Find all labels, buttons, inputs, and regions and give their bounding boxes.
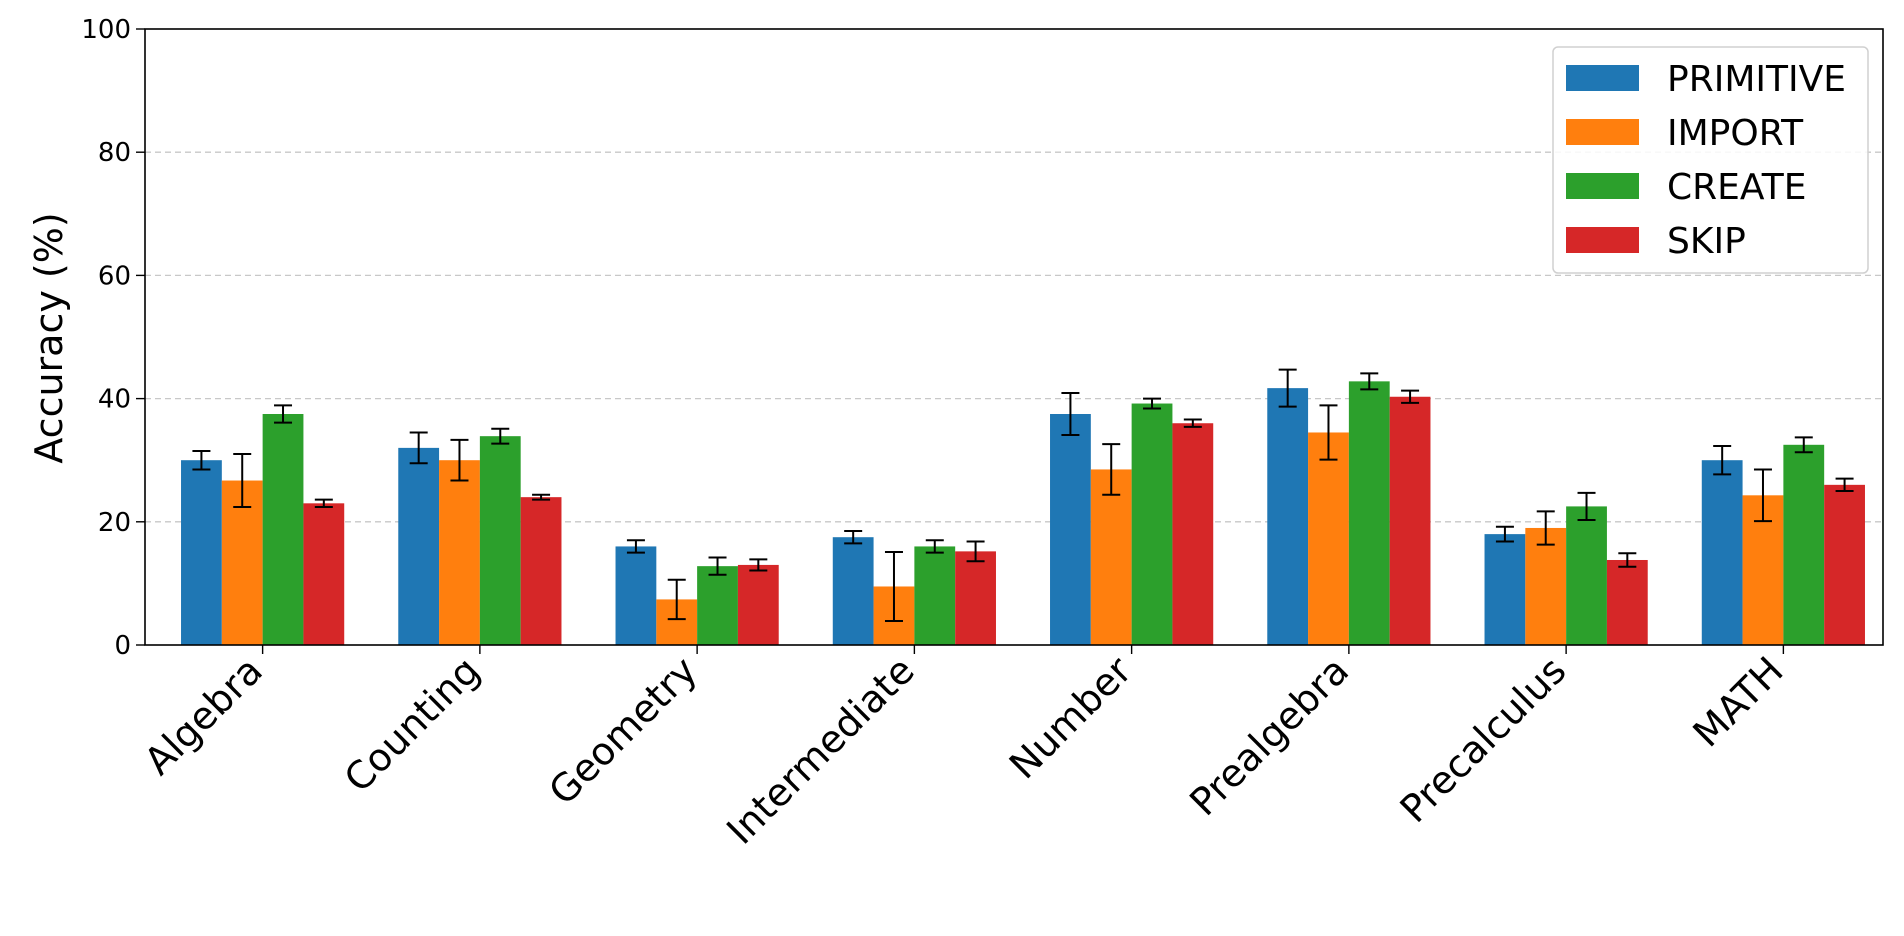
legend-swatch-import — [1566, 119, 1639, 145]
bar-skip — [737, 564, 779, 645]
legend-swatch-primitive — [1566, 65, 1639, 91]
legend-swatch-skip — [1566, 227, 1639, 253]
y-tick-label: 60 — [98, 261, 131, 291]
bar-create — [1131, 403, 1173, 645]
y-tick-label: 0 — [114, 631, 131, 661]
y-tick-label: 20 — [98, 508, 131, 538]
bar-create — [1348, 381, 1390, 645]
x-tick-label: Algebra — [136, 648, 271, 783]
bar-skip — [955, 551, 996, 645]
y-tick-label: 80 — [98, 138, 131, 168]
y-axis: 0 20 40 60 80 100 — [81, 15, 145, 661]
y-tick-label: 100 — [81, 15, 131, 45]
error-bars — [192, 368, 1854, 622]
bar-skip — [1824, 484, 1865, 645]
bar-skip — [303, 503, 345, 645]
bar-series — [181, 381, 1865, 645]
bar-create — [914, 546, 956, 645]
legend-box — [1552, 46, 1869, 274]
bar-primitive — [181, 460, 222, 645]
bar-import — [1308, 432, 1349, 645]
legend-label: CREATE — [1667, 167, 1806, 208]
x-tick-label: Counting — [336, 648, 488, 800]
x-tick-label: Prealgebra — [1181, 648, 1357, 824]
bar-skip — [520, 497, 562, 645]
x-tick-label: Number — [1001, 648, 1140, 787]
bar-primitive — [1050, 414, 1091, 645]
bar-primitive — [615, 546, 657, 645]
legend-label: IMPORT — [1667, 113, 1804, 154]
x-tick-label: Geometry — [540, 648, 705, 813]
bar-primitive — [832, 537, 874, 645]
bar-import — [439, 460, 480, 645]
bar-primitive — [398, 447, 440, 645]
y-axis-label: Accuracy (%) — [27, 212, 71, 463]
legend: PRIMITIVE IMPORT CREATE SKIP — [1552, 46, 1869, 274]
bar-create — [479, 436, 521, 645]
bar-skip — [1389, 396, 1431, 645]
x-tick-label: Intermediate — [718, 648, 922, 852]
bar-import — [1525, 527, 1567, 645]
legend-label: SKIP — [1667, 221, 1746, 262]
legend-label: PRIMITIVE — [1667, 59, 1846, 100]
bar-primitive — [1484, 534, 1526, 645]
legend-swatch-create — [1566, 173, 1639, 199]
bar-primitive — [1267, 388, 1309, 645]
bar-skip — [1172, 423, 1214, 645]
bar-skip — [1606, 559, 1648, 645]
bar-create — [1783, 444, 1825, 645]
bar-primitive — [1701, 460, 1743, 645]
x-axis: Algebra Counting Geometry Intermediate Numbe… — [136, 645, 1792, 853]
x-tick-label: MATH — [1685, 648, 1792, 755]
plot-frame — [144, 28, 1884, 646]
bar-import — [1090, 469, 1132, 645]
bar-create — [1566, 506, 1607, 645]
x-tick-label: Precalculus — [1392, 648, 1575, 831]
bar-create — [262, 414, 304, 645]
y-tick-label: 40 — [98, 385, 131, 415]
bar-create — [697, 566, 738, 645]
